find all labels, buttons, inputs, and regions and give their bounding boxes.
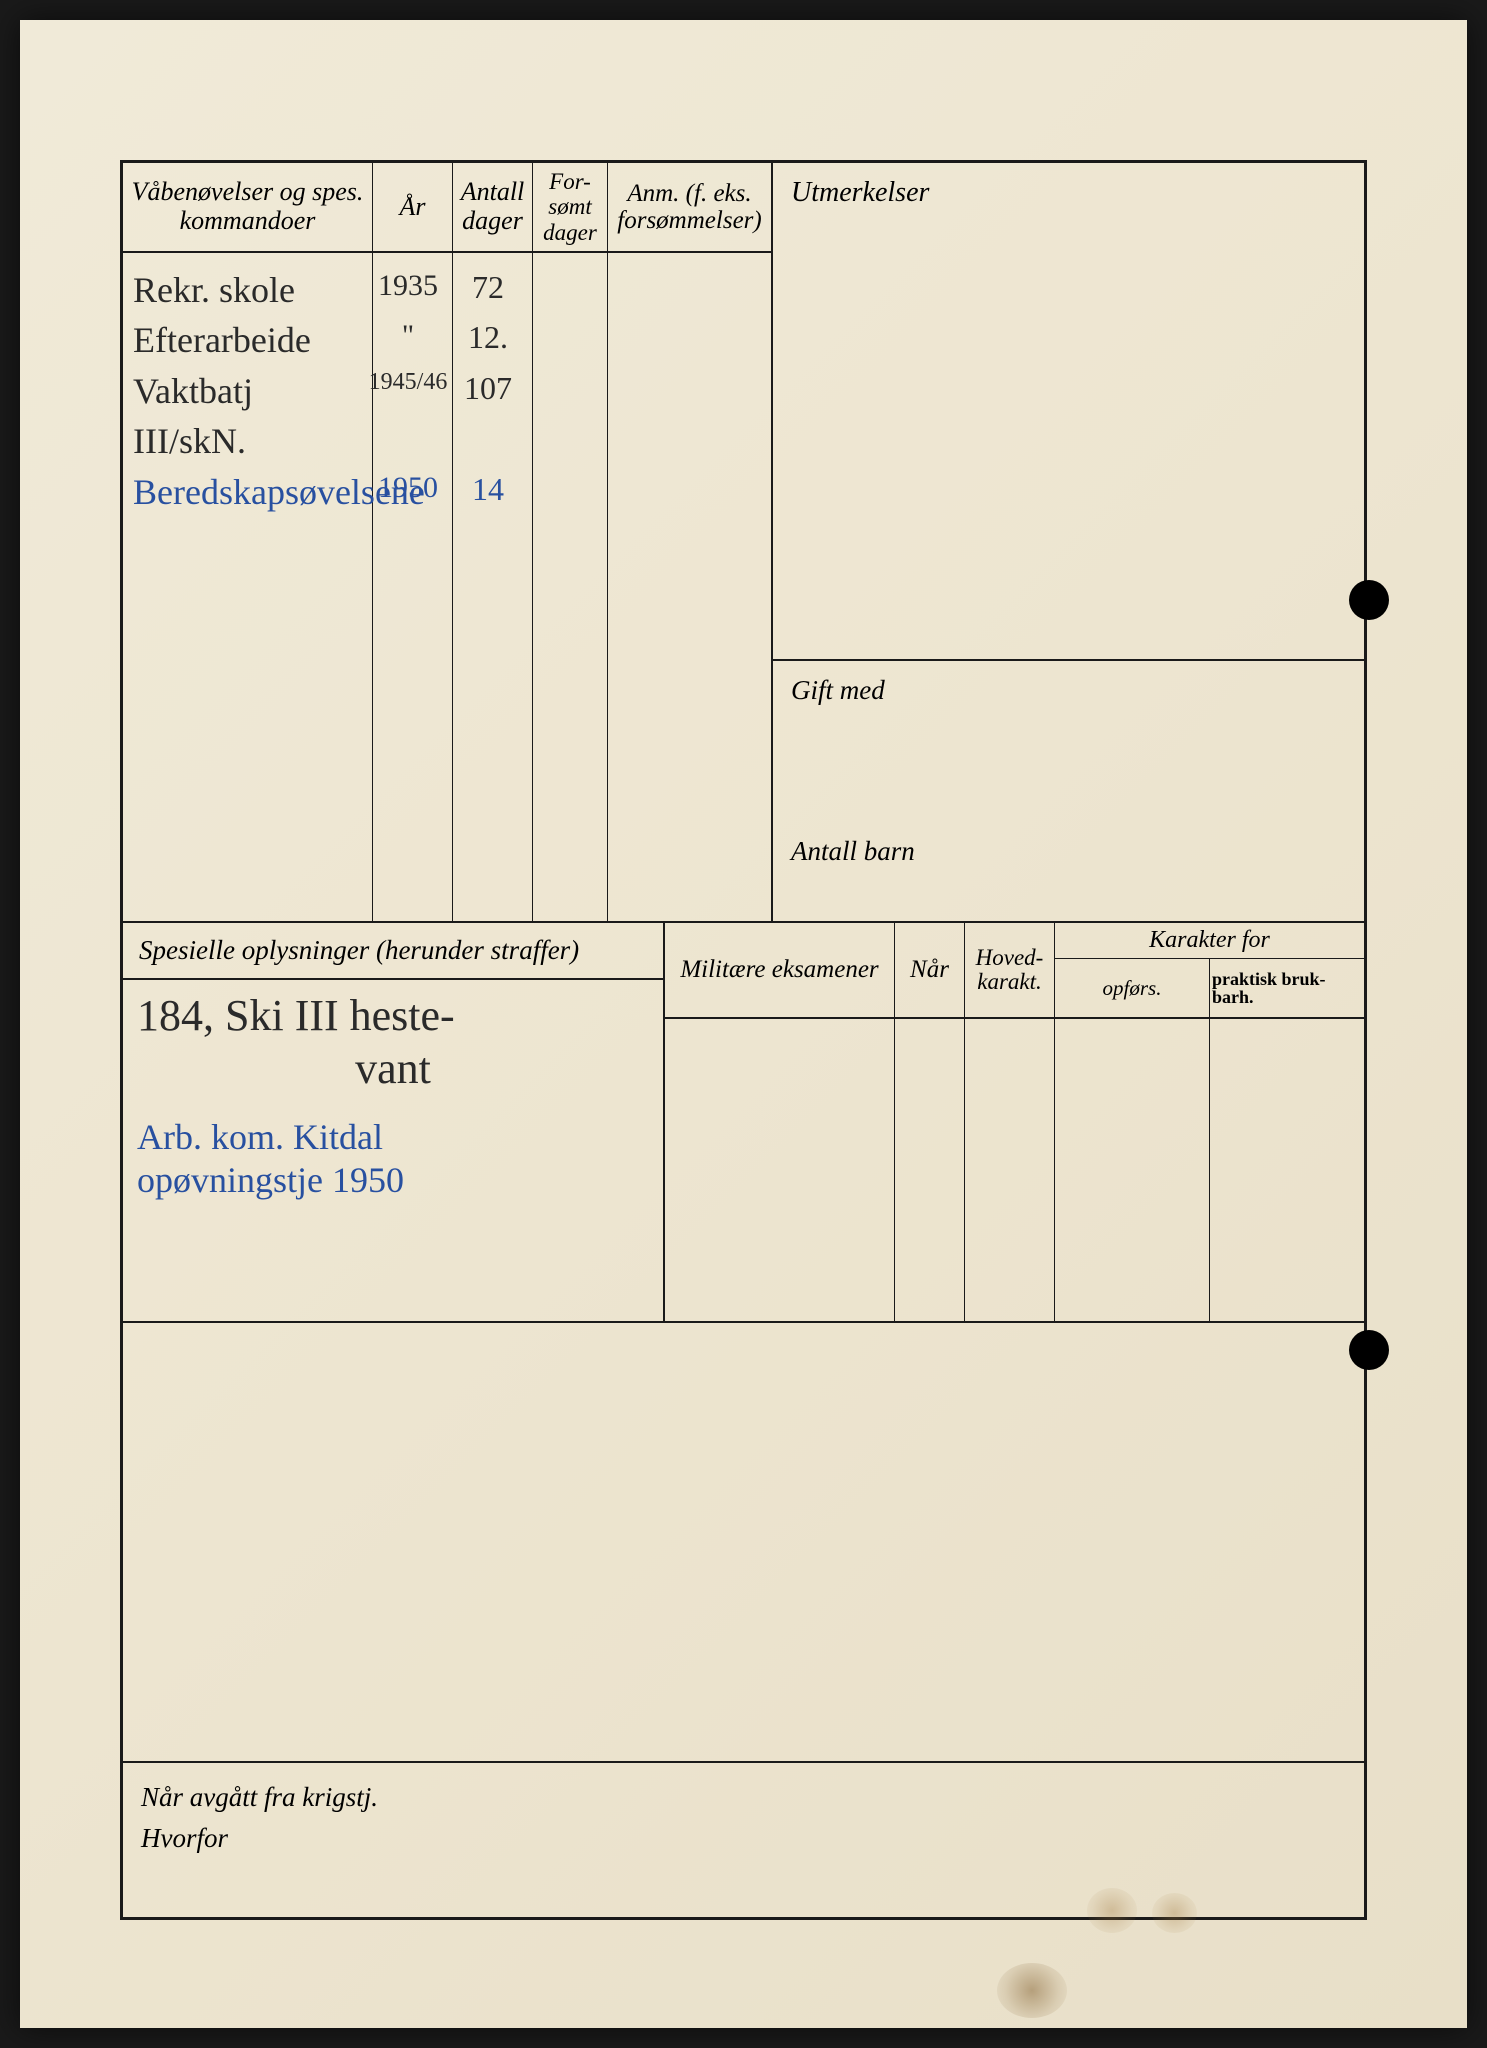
header-karakter-for: Karakter for xyxy=(1055,923,1364,959)
row-days: 72 xyxy=(448,265,528,315)
right-top-block: Utmerkelser Gift med Antall barn xyxy=(773,163,1364,921)
exercises-block: Våbenøvelser og spes. kommandoer År Anta… xyxy=(123,163,773,921)
row-name: Efterarbeide xyxy=(133,315,368,365)
spesielle-header: Spesielle oplysninger (herunder straffer… xyxy=(123,923,663,980)
paper-stain xyxy=(997,1963,1067,2018)
header-praktisk: praktisk bruk- barh. xyxy=(1210,959,1364,1017)
row-days: 107 xyxy=(448,366,528,467)
exercise-row: Vaktbatj III/skN. 1945/46 107 xyxy=(133,366,761,467)
row-name: Beredskapsøvelsene xyxy=(133,467,368,517)
header-ar: År xyxy=(373,163,453,251)
row-year: 1945/46 xyxy=(368,366,448,467)
exercise-row: Efterarbeide " 12. xyxy=(133,315,761,365)
karakter-sub: opførs. praktisk bruk- barh. xyxy=(1055,959,1364,1017)
section-top: Våbenøvelser og spes. kommandoer År Anta… xyxy=(123,163,1364,923)
row-name: Vaktbatj III/skN. xyxy=(133,366,368,467)
row-year: 1950 xyxy=(368,467,448,517)
header-mil-eksamener: Militære eksamener xyxy=(665,923,895,1017)
handwritten-rows: Rekr. skole 1935 72 Efterarbeide " 12. V… xyxy=(133,265,761,517)
section-lower xyxy=(123,1323,1364,1763)
row-name: Rekr. skole xyxy=(133,265,368,315)
header-hoved-karakt: Hoved- karakt. xyxy=(965,923,1055,1017)
row-year: " xyxy=(368,315,448,365)
exercise-row: Rekr. skole 1935 72 xyxy=(133,265,761,315)
mil-header: Militære eksamener Når Hoved- karakt. Ka… xyxy=(665,923,1364,1019)
section-middle: Spesielle oplysninger (herunder straffer… xyxy=(123,923,1364,1323)
punch-hole xyxy=(1349,580,1389,620)
paper-stain xyxy=(1087,1888,1137,1933)
exercise-row: Beredskapsøvelsene 1950 14 xyxy=(133,467,761,517)
gift-block: Gift med Antall barn xyxy=(773,661,1364,921)
spesielle-line: opøvningstje 1950 xyxy=(137,1159,649,1202)
hvorfor-label: Hvorfor xyxy=(141,1818,1346,1859)
header-anm: Anm. (f. eks. forsømmelser) xyxy=(608,163,771,251)
exercises-body: Rekr. skole 1935 72 Efterarbeide " 12. V… xyxy=(123,253,771,921)
header-nar: Når xyxy=(895,923,965,1017)
nar-avgatt-label: Når avgått fra krigstj. xyxy=(141,1777,1346,1818)
header-opfors: opførs. xyxy=(1055,959,1210,1017)
militaere-eksamener-block: Militære eksamener Når Hoved- karakt. Ka… xyxy=(663,923,1364,1321)
spesielle-extension xyxy=(123,1323,663,1761)
utmerkelser-label: Utmerkelser xyxy=(791,177,929,208)
exercises-header: Våbenøvelser og spes. kommandoer År Anta… xyxy=(123,163,771,253)
spesielle-line: Arb. kom. Kitdal xyxy=(137,1116,649,1159)
header-forsomt-dager: For- sømt dager xyxy=(533,163,608,251)
row-year: 1935 xyxy=(368,265,448,315)
header-vabenovelser: Våbenøvelser og spes. kommandoer xyxy=(123,163,373,251)
spesielle-block: Spesielle oplysninger (herunder straffer… xyxy=(123,923,663,1321)
header-antall-dager: Antall dager xyxy=(453,163,533,251)
antall-barn-label: Antall barn xyxy=(791,836,1346,867)
utmerkelser-box: Utmerkelser xyxy=(773,163,1364,661)
mil-body xyxy=(665,1019,1364,1321)
section-bottom: Når avgått fra krigstj. Hvorfor xyxy=(123,1763,1364,1872)
spesielle-body: 184, Ski III heste- vant Arb. kom. Kitda… xyxy=(123,980,663,1321)
spesielle-line: vant xyxy=(137,1043,649,1096)
gift-med-label: Gift med xyxy=(791,675,1346,706)
document-page: Våbenøvelser og spes. kommandoer År Anta… xyxy=(20,20,1467,2028)
row-days: 14 xyxy=(448,467,528,517)
punch-hole xyxy=(1349,1330,1389,1370)
karakter-group: Karakter for opførs. praktisk bruk- barh… xyxy=(1055,923,1364,1017)
spesielle-line: 184, Ski III heste- xyxy=(137,990,649,1043)
row-days: 12. xyxy=(448,315,528,365)
form-border: Våbenøvelser og spes. kommandoer År Anta… xyxy=(120,160,1367,1920)
paper-stain xyxy=(1152,1893,1197,1933)
